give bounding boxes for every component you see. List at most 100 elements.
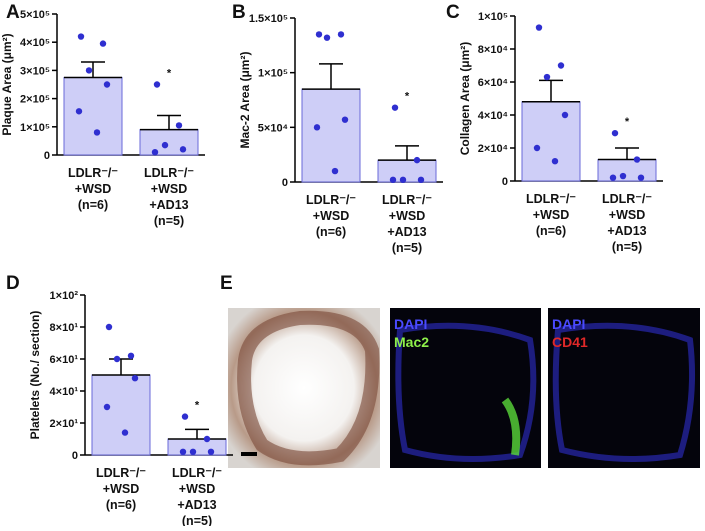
data-point [633, 156, 641, 163]
data-point [533, 144, 541, 152]
data-point [103, 403, 111, 411]
tissue [395, 322, 537, 462]
annotation: * [167, 68, 172, 80]
data-point [315, 31, 323, 38]
y-tick-label: 0 [282, 177, 288, 189]
data-point [175, 122, 183, 129]
data-point [103, 81, 111, 88]
data-point [619, 172, 627, 180]
data-point [391, 104, 399, 111]
stain-label: Mac2 [394, 334, 429, 350]
x-tick-label: LDLR⁻/⁻ [602, 192, 652, 206]
x-tick-label: (n=5) [392, 241, 422, 255]
data-point [179, 448, 187, 455]
data-point [121, 429, 129, 436]
data-point [331, 167, 339, 175]
y-axis-label: Mac-2 Area (μm²) [238, 52, 252, 149]
x-tick-label: (n=5) [612, 240, 642, 254]
y-tick-label: 1×10⁵ [20, 122, 50, 134]
x-tick-label: LDLR⁻/⁻ [306, 193, 356, 207]
data-point [557, 62, 565, 69]
y-axis-label: Plaque Area (μm²) [0, 33, 14, 135]
data-point [543, 73, 551, 81]
panel-letter: D [6, 273, 20, 294]
annotation: * [195, 400, 200, 412]
data-point [341, 116, 349, 123]
panel-e: E DAPI Mac2 DAPI CD41 [220, 273, 700, 468]
bar [139, 129, 199, 156]
panel-letter: A [6, 2, 20, 23]
bar [167, 438, 227, 456]
x-tick-label: +AD13 [149, 198, 188, 212]
x-tick-label: +WSD [389, 209, 425, 223]
data-point [181, 413, 189, 420]
x-tick-label: +WSD [179, 482, 215, 496]
bar [377, 159, 437, 183]
y-tick-label: 0 [72, 450, 78, 462]
data-point [153, 81, 161, 88]
data-point [127, 352, 135, 359]
data-point [151, 148, 159, 156]
data-point [323, 34, 331, 41]
y-tick-label: 0 [502, 176, 508, 188]
chart: A 0 1×10⁵ 2×10⁵ 3×10⁵ 4×10⁵ 5×10⁵ Plaque Area (… [0, 2, 205, 228]
x-tick-label: LDLR⁻/⁻ [172, 466, 222, 480]
y-tick-label: 6×10¹ [50, 354, 79, 366]
panel-letter: C [446, 2, 460, 23]
x-tick-label: LDLR⁻/⁻ [526, 192, 576, 206]
x-tick-label: LDLR⁻/⁻ [96, 466, 146, 480]
x-tick-label: (n=5) [182, 514, 212, 526]
y-tick-label: 1×10⁵ [478, 11, 508, 23]
x-tick-label: (n=6) [536, 224, 566, 238]
bar [597, 159, 657, 182]
data-point [77, 33, 85, 40]
panel-letter: E [220, 273, 233, 294]
data-point [609, 174, 617, 181]
data-point [207, 448, 215, 455]
data-point [105, 323, 113, 331]
stain-label: DAPI [394, 316, 427, 332]
stain-label: CD41 [552, 334, 588, 350]
x-tick-label: (n=6) [106, 498, 136, 512]
panel-letter: B [232, 2, 246, 23]
data-point [337, 31, 345, 38]
y-tick-label: 1×10⁵ [258, 68, 288, 80]
y-tick-label: 5×10⁵ [20, 9, 50, 21]
x-tick-label: (n=6) [316, 225, 346, 239]
x-tick-label: LDLR⁻/⁻ [144, 166, 194, 180]
data-point [561, 111, 569, 119]
chart: C 0 2×10⁴ 4×10⁴ 6×10⁴ 8×10⁴ 1×10⁵ Collagen Area… [446, 2, 663, 254]
y-tick-label: 2×10⁵ [20, 94, 50, 106]
chart: B 0 5×10⁴ 1×10⁵ 1.5×10⁵ Mac-2 Area (μm²) LDLR⁻… [232, 2, 443, 255]
data-point [389, 176, 397, 184]
x-tick-label: LDLR⁻/⁻ [382, 193, 432, 207]
data-point [551, 158, 559, 165]
data-point [417, 176, 425, 184]
bar [521, 101, 581, 182]
data-point [75, 108, 83, 115]
y-tick-label: 1.5×10⁵ [249, 13, 288, 25]
mac2-signal [501, 397, 521, 456]
y-axis-label: Collagen Area (μm²) [458, 42, 472, 156]
x-tick-label: +AD13 [177, 498, 216, 512]
x-tick-label: (n=6) [78, 198, 108, 212]
tissue [237, 310, 380, 466]
data-point [99, 40, 107, 47]
x-tick-label: +WSD [103, 482, 139, 496]
y-tick-label: 3×10⁵ [20, 65, 50, 77]
y-tick-label: 2×10¹ [50, 418, 79, 430]
x-tick-label: +WSD [313, 209, 349, 223]
chart: D 0 2×10¹ 4×10¹ 6×10¹ 8×10¹ 1×10² Platelets (No… [6, 273, 233, 528]
bar [91, 374, 151, 456]
y-tick-label: 2×10⁴ [478, 143, 508, 155]
data-point [611, 129, 619, 137]
x-tick-label: +WSD [533, 208, 569, 222]
y-tick-label: 1×10² [50, 290, 79, 302]
data-point [413, 156, 421, 164]
data-point [637, 174, 645, 181]
data-point [189, 448, 197, 455]
data-point [113, 355, 121, 363]
x-tick-label: LDLR⁻/⁻ [68, 166, 118, 180]
x-tick-label: +WSD [75, 182, 111, 196]
